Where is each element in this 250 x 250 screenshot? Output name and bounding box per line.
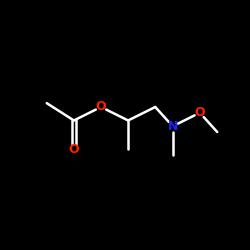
Text: O: O	[68, 143, 79, 156]
Text: O: O	[194, 106, 205, 119]
Text: O: O	[96, 100, 106, 114]
Text: N: N	[168, 120, 178, 133]
